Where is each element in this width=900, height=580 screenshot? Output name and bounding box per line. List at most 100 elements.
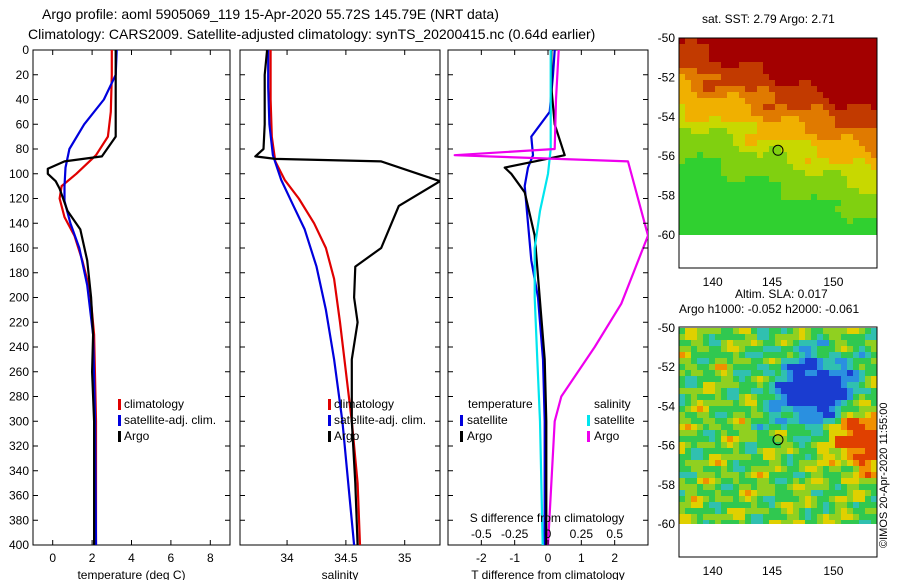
- sla-map-cell: [751, 520, 758, 524]
- sla-map-cell: [757, 340, 764, 347]
- sla-map-cell: [829, 376, 836, 383]
- sst-map-cell: [751, 230, 758, 235]
- sla-map-cell: [871, 478, 877, 485]
- sst-map-cell: [817, 128, 824, 135]
- sla-map-cell: [847, 364, 854, 371]
- sst-map-cell: [757, 62, 764, 69]
- sla-map-cell: [739, 490, 746, 497]
- sst-map-cell: [715, 122, 722, 129]
- sla-map-cell: [745, 352, 752, 359]
- sst-map-cell: [823, 170, 830, 177]
- sst-map-cell: [757, 200, 764, 207]
- sla-map-cell: [709, 484, 716, 491]
- sla-map-cell: [679, 358, 686, 365]
- sla-map-cell: [835, 454, 842, 461]
- sla-map-cell: [823, 370, 830, 377]
- sla-map-cell: [805, 484, 812, 491]
- sla-map-cell: [721, 442, 728, 449]
- salinity-legend-label: satellite-adj. clim.: [334, 413, 426, 427]
- sla-map-cell: [697, 478, 704, 485]
- diff-legend-salinity-label: satellite: [594, 413, 635, 427]
- sla-map-cell: [781, 466, 788, 473]
- sst-map-cell: [733, 224, 740, 231]
- sla-map-cell: [703, 358, 710, 365]
- sst-map-cell: [811, 80, 818, 87]
- sla-map-cell: [715, 346, 722, 353]
- sla-map-cell: [853, 514, 860, 521]
- sla-map-cell: [691, 406, 698, 413]
- sst-map-cell: [859, 104, 866, 111]
- sst-map-cell: [781, 56, 788, 63]
- sst-map-cell: [733, 74, 740, 81]
- sla-map-cell: [703, 466, 710, 473]
- sla-map-cell: [865, 364, 872, 371]
- sla-map-cell: [691, 472, 698, 479]
- depth-ytick-label: 120: [9, 192, 29, 206]
- sla-map-cell: [745, 436, 752, 443]
- sla-map-cell: [817, 364, 824, 371]
- sst-map-cell: [799, 140, 806, 147]
- sst-map-cell: [757, 140, 764, 147]
- sla-map-cell: [835, 382, 842, 389]
- sst-map-cell: [787, 92, 794, 99]
- sst-map-cell: [811, 218, 818, 225]
- sla-map-cell: [745, 340, 752, 347]
- sst-map-cell: [739, 104, 746, 111]
- sst-map-cell: [841, 146, 848, 153]
- sla-map-cell: [703, 442, 710, 449]
- sst-map-cell: [697, 74, 704, 81]
- sst-map-cell: [685, 212, 692, 219]
- sla-map-cell: [775, 358, 782, 365]
- sst-map-cell: [805, 104, 812, 111]
- sla-map-cell: [859, 400, 866, 407]
- sla-map-cell: [835, 514, 842, 521]
- sla-map-cell: [823, 352, 830, 359]
- sla-map-cell: [793, 394, 800, 401]
- sst-map-cell: [781, 212, 788, 219]
- sst-map-cell: [685, 146, 692, 153]
- sla-map-cell: [703, 418, 710, 425]
- sst-map-cell: [709, 164, 716, 171]
- sla-map-cell: [871, 334, 877, 341]
- sst-map-cell: [859, 50, 866, 57]
- sla-map-cell: [703, 472, 710, 479]
- sst-map-cell: [769, 86, 776, 93]
- sla-map-cell: [865, 466, 872, 473]
- sst-map-cell: [811, 182, 818, 189]
- sst-map-cell: [751, 92, 758, 99]
- sst-map-cell: [835, 44, 842, 51]
- sst-map-cell: [709, 212, 716, 219]
- sst-map-cell: [829, 146, 836, 153]
- sst-map-cell: [721, 86, 728, 93]
- sst-map-cell: [871, 38, 877, 45]
- sst-map-cell: [805, 38, 812, 45]
- sla-map-cell: [823, 340, 830, 347]
- sla-map-cell: [757, 460, 764, 467]
- sla-map-cell: [775, 364, 782, 371]
- sst-map-cell: [799, 176, 806, 183]
- sla-map-cell: [733, 496, 740, 503]
- sst-map-cell: [775, 50, 782, 57]
- sla-map-cell: [715, 400, 722, 407]
- sla-map-cell: [865, 448, 872, 455]
- difference-panel-frame: [447, 49, 649, 546]
- sst-map-cell: [799, 194, 806, 201]
- sla-map-cell: [835, 412, 842, 419]
- sst-map-cell: [865, 206, 872, 213]
- sst-map-cell: [823, 38, 830, 45]
- diff-legend-salinity-swatch: [587, 415, 590, 426]
- sst-map-cell: [823, 98, 830, 105]
- sla-map-cell: [841, 370, 848, 377]
- sst-map-cell: [709, 170, 716, 177]
- sla-map-argo-marker: [772, 434, 784, 446]
- sst-map-cell: [733, 218, 740, 225]
- sla-map-cell: [829, 358, 836, 365]
- sla-map-cell: [835, 424, 842, 431]
- sla-map-cell: [709, 418, 716, 425]
- sst-map-cell: [781, 98, 788, 105]
- sst-map-cell: [835, 128, 842, 135]
- difference-xtick-label: 1: [578, 551, 585, 565]
- sst-map-cell: [697, 38, 704, 45]
- sla-map-cell: [739, 430, 746, 437]
- sst-map-cell: [721, 194, 728, 201]
